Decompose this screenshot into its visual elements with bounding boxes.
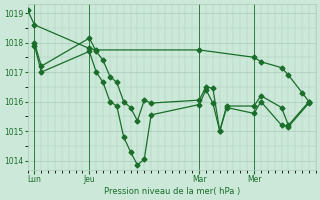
X-axis label: Pression niveau de la mer( hPa ): Pression niveau de la mer( hPa ) — [104, 187, 240, 196]
